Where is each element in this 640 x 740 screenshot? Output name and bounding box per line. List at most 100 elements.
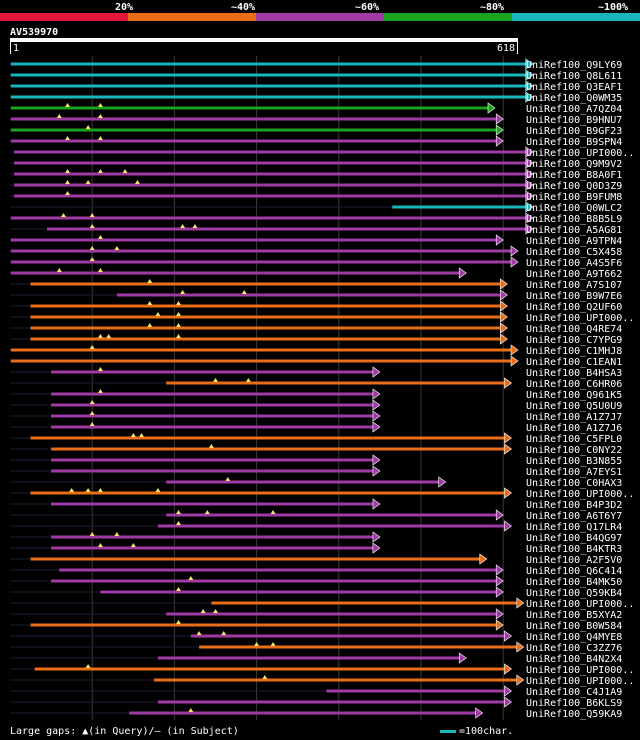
hit-bar: [14, 194, 527, 198]
hit-name-label[interactable]: UniRef100_C5FPL0: [526, 434, 622, 445]
legend-label: ~60%: [355, 2, 379, 13]
hit-name-label[interactable]: UniRef100_UPI000..: [526, 676, 634, 687]
hit-name-label[interactable]: UniRef100_Q9LY69: [526, 60, 622, 71]
hit-name-label[interactable]: UniRef100_C7YPG9: [526, 335, 622, 346]
hit-name-label[interactable]: UniRef100_B9GF23: [526, 126, 622, 137]
query-gap-triangle: [89, 400, 95, 404]
query-gap-triangle: [89, 345, 95, 349]
query-gap-triangle: [176, 323, 182, 327]
query-gap-triangle: [97, 488, 103, 492]
hit-name-label[interactable]: UniRef100_Q17LR4: [526, 522, 622, 533]
query-gap-triangle: [97, 136, 103, 140]
hit-name-label[interactable]: UniRef100_Q0D3Z9: [526, 181, 622, 192]
hit-name-label[interactable]: UniRef100_B9W7E6: [526, 291, 622, 302]
legend-color-segment: [256, 13, 384, 21]
hit-name-label[interactable]: UniRef100_Q0WM35: [526, 93, 622, 104]
query-gap-triangle: [97, 367, 103, 371]
hit-name-label[interactable]: UniRef100_Q59KA9: [526, 709, 622, 720]
hit-arrow-head: [500, 311, 508, 323]
hit-name-label[interactable]: UniRef100_Q59KB4: [526, 588, 622, 599]
hit-name-label[interactable]: UniRef100_UPI000..: [526, 599, 634, 610]
hit-name-label[interactable]: UniRef100_C0HAX3: [526, 478, 622, 489]
query-gap-triangle: [196, 631, 202, 635]
hit-bar: [30, 623, 498, 627]
hit-name-label[interactable]: UniRef100_Q4RE74: [526, 324, 622, 335]
legend-label: ~80%: [480, 2, 504, 13]
hit-arrow-head: [525, 91, 534, 103]
hit-name-label[interactable]: UniRef100_B3N855: [526, 456, 622, 467]
hit-name-label[interactable]: UniRef100_B9FUM8: [526, 192, 622, 203]
hit-name-label[interactable]: UniRef100_A1Z7J7: [526, 412, 622, 423]
hit-arrow-head: [504, 377, 512, 389]
hit-bar: [190, 634, 506, 638]
hit-name-label[interactable]: UniRef100_B9HNU7: [526, 115, 622, 126]
hit-name-label[interactable]: UniRef100_C1EAN1: [526, 357, 622, 368]
hit-name-label[interactable]: UniRef100_C6HR06: [526, 379, 622, 390]
hit-name-label[interactable]: UniRef100_Q3EAF1: [526, 82, 622, 93]
scale-bar-icon: [440, 729, 456, 733]
footer-scale-legend: =100char.: [440, 726, 513, 737]
hit-name-label[interactable]: UniRef100_UPI000..: [526, 313, 634, 324]
hit-name-label[interactable]: UniRef100_C5X458: [526, 247, 622, 258]
query-gap-triangle: [89, 422, 95, 426]
hit-name-label[interactable]: UniRef100_Q0WLC2: [526, 203, 622, 214]
hit-name-label[interactable]: UniRef100_B4QG97: [526, 533, 622, 544]
hit-arrow-head: [516, 597, 525, 609]
hit-name-label[interactable]: UniRef100_A7S107: [526, 280, 622, 291]
query-gap-triangle: [89, 257, 95, 261]
hit-name-label[interactable]: UniRef100_Q5U0U9: [526, 401, 622, 412]
hit-name-label[interactable]: UniRef100_A2F5V0: [526, 555, 622, 566]
hit-name-label[interactable]: UniRef100_B9SPN4: [526, 137, 622, 148]
hit-name-label[interactable]: UniRef100_A6T6Y7: [526, 511, 622, 522]
query-gap-triangle: [130, 543, 136, 547]
hit-name-label[interactable]: UniRef100_B6KLS9: [526, 698, 622, 709]
hit-name-label[interactable]: UniRef100_A7EYS1: [526, 467, 622, 478]
hit-bar: [10, 117, 498, 121]
hit-name-label[interactable]: UniRef100_C0NY22: [526, 445, 622, 456]
hit-name-label[interactable]: UniRef100_Q8L611: [526, 71, 622, 82]
hit-name-label[interactable]: UniRef100_A1Z7J6: [526, 423, 622, 434]
hit-arrow-head: [525, 212, 534, 224]
hit-name-label[interactable]: UniRef100_A9TPN4: [526, 236, 622, 247]
hit-bar: [10, 128, 498, 132]
hit-name-label[interactable]: UniRef100_UPI000..: [526, 665, 634, 676]
hit-bar: [211, 601, 518, 605]
hit-arrow-head: [495, 575, 504, 587]
hit-bar: [14, 150, 527, 154]
hit-name-label[interactable]: UniRef100_A4S5F6: [526, 258, 622, 269]
query-gap-triangle: [65, 191, 71, 195]
hit-name-label[interactable]: UniRef100_UPI000..: [526, 489, 634, 500]
hit-bar: [30, 315, 502, 319]
hit-bar: [10, 260, 512, 264]
hit-name-label[interactable]: UniRef100_Q961K5: [526, 390, 622, 401]
hit-name-label[interactable]: UniRef100_B4MK50: [526, 577, 622, 588]
hit-bar: [10, 238, 498, 242]
hit-name-label[interactable]: UniRef100_Q9M9V2: [526, 159, 622, 170]
hit-bar: [166, 612, 498, 616]
hit-name-label[interactable]: UniRef100_B0W584: [526, 621, 622, 632]
hit-name-label[interactable]: UniRef100_C3ZZ76: [526, 643, 622, 654]
query-gap-triangle: [65, 136, 71, 140]
hit-name-label[interactable]: UniRef100_B4HSA3: [526, 368, 622, 379]
query-gap-triangle: [139, 433, 145, 437]
query-gap-triangle: [114, 532, 120, 536]
hit-name-label[interactable]: UniRef100_C1MHJ8: [526, 346, 622, 357]
hit-bar: [326, 689, 506, 693]
hit-name-label[interactable]: UniRef100_UPI000..: [526, 148, 634, 159]
hit-name-label[interactable]: UniRef100_C4J1A9: [526, 687, 622, 698]
hit-name-label[interactable]: UniRef100_Q4MYE8: [526, 632, 622, 643]
hit-name-label[interactable]: UniRef100_B4KTR3: [526, 544, 622, 555]
hit-name-label[interactable]: UniRef100_B8B5L9: [526, 214, 622, 225]
hit-name-label[interactable]: UniRef100_B4P3D2: [526, 500, 622, 511]
hit-name-label[interactable]: UniRef100_B4N2X4: [526, 654, 622, 665]
hit-name-label[interactable]: UniRef100_B8A0F1: [526, 170, 622, 181]
hit-name-label[interactable]: UniRef100_Q6C414: [526, 566, 622, 577]
hit-name-label[interactable]: UniRef100_B5XYA2: [526, 610, 622, 621]
query-start-label: 1: [13, 43, 19, 54]
hit-name-label[interactable]: UniRef100_A9T662: [526, 269, 622, 280]
hit-name-label[interactable]: UniRef100_Q2UF60: [526, 302, 622, 313]
legend-color-segment: [384, 13, 512, 21]
hit-name-label[interactable]: UniRef100_A7QZ04: [526, 104, 622, 115]
query-gap-triangle: [97, 103, 103, 107]
hit-name-label[interactable]: UniRef100_A5AG81: [526, 225, 622, 236]
